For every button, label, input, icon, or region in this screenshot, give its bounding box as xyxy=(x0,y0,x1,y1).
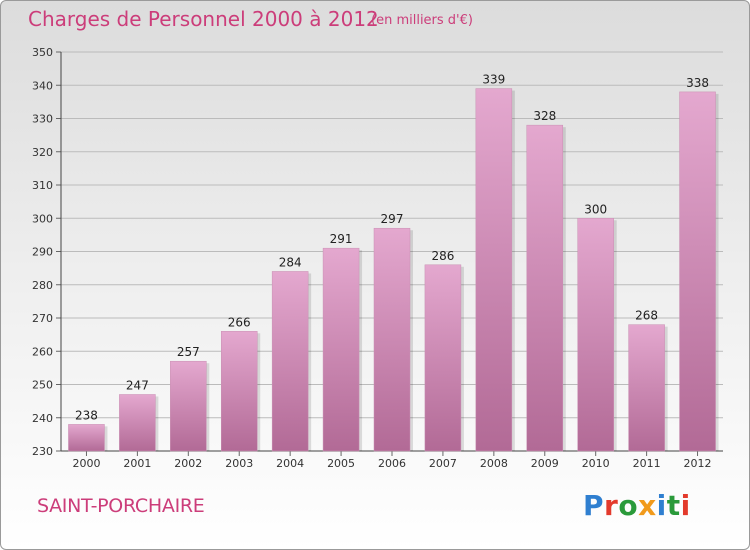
bar xyxy=(119,394,156,452)
x-tick-label: 2010 xyxy=(582,457,610,470)
bar xyxy=(577,218,614,452)
y-tick-label: 260 xyxy=(32,345,53,358)
bar xyxy=(220,331,258,452)
x-tick-label: 2006 xyxy=(378,457,406,470)
x-tick-label: 2002 xyxy=(174,457,202,470)
y-tick-label: 310 xyxy=(32,179,53,192)
x-tick-label: 2003 xyxy=(225,457,253,470)
y-tick-label: 270 xyxy=(32,312,53,325)
y-tick-label: 250 xyxy=(32,379,53,392)
x-tick-label: 2007 xyxy=(429,457,457,470)
y-tick-label: 340 xyxy=(32,79,53,92)
bar-value-label: 257 xyxy=(177,345,200,359)
y-tick-label: 280 xyxy=(32,279,53,292)
logo-letter: x xyxy=(638,489,657,522)
logo-letter: r xyxy=(604,489,619,522)
x-tick-label: 2008 xyxy=(480,457,508,470)
y-tick-label: 320 xyxy=(32,146,53,159)
bar-value-label: 297 xyxy=(381,212,404,226)
commune-name: SAINT-PORCHAIRE xyxy=(37,495,205,517)
x-tick-label: 2001 xyxy=(123,457,151,470)
bar xyxy=(271,271,309,452)
logo-letter: i xyxy=(680,489,691,522)
bar-value-label: 339 xyxy=(482,73,505,87)
x-tick-label: 2005 xyxy=(327,457,355,470)
x-tick-label: 2009 xyxy=(531,457,559,470)
bars xyxy=(68,88,719,452)
y-tick-label: 330 xyxy=(32,113,53,126)
bar-value-label: 300 xyxy=(584,202,607,216)
x-tick-label: 2004 xyxy=(276,457,304,470)
bar-value-label: 286 xyxy=(431,249,454,263)
logo-letter: o xyxy=(618,489,639,522)
bar xyxy=(170,360,207,452)
bar-value-label: 266 xyxy=(228,315,251,329)
bar-value-label: 284 xyxy=(279,255,302,269)
bar-value-label: 238 xyxy=(75,408,98,422)
bar xyxy=(679,91,716,452)
y-tick-label: 350 xyxy=(32,46,53,59)
bar xyxy=(475,88,513,452)
x-tick-label: 2012 xyxy=(684,457,712,470)
bar-value-label: 328 xyxy=(533,109,556,123)
y-tick-label: 300 xyxy=(32,212,53,225)
bar-value-label: 247 xyxy=(126,378,149,392)
logo-letter: P xyxy=(583,489,605,522)
chart-title: Charges de Personnel 2000 à 2012 xyxy=(28,7,379,31)
x-tick-label: 2011 xyxy=(633,457,661,470)
y-tick-label: 230 xyxy=(32,445,53,458)
bar xyxy=(68,424,105,452)
bar xyxy=(628,324,665,452)
proxiti-logo: Proxiti xyxy=(583,489,691,522)
x-tick-label: 2000 xyxy=(72,457,100,470)
bar xyxy=(322,247,360,452)
chart-subtitle: (en milliers d'€) xyxy=(371,13,473,28)
bar-value-label: 268 xyxy=(635,309,658,323)
y-tick-label: 240 xyxy=(32,412,53,425)
bar xyxy=(526,124,564,452)
labels: 230 240 250 260 270 280 290 300 310 320 330 340 350 2… xyxy=(32,46,712,470)
y-tick-label: 290 xyxy=(32,246,53,259)
logo-letter: t xyxy=(666,489,681,522)
bar-value-label: 291 xyxy=(330,232,353,246)
logo-letter: i xyxy=(656,489,667,522)
bar xyxy=(373,227,411,452)
bar-value-label: 338 xyxy=(686,76,709,90)
bar xyxy=(424,264,462,452)
